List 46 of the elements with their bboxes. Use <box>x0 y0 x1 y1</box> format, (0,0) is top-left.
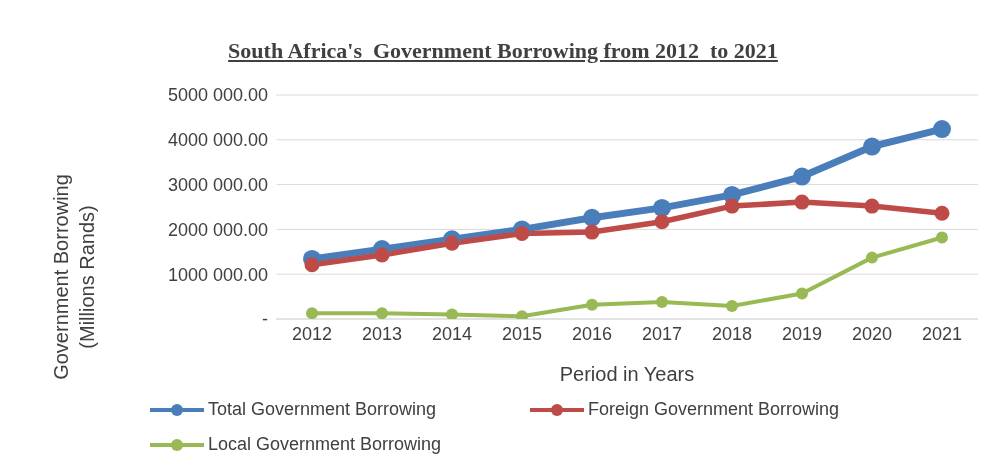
point <box>864 198 880 214</box>
x-tick-label: 2014 <box>431 323 473 344</box>
y-tick-label: 4000 000.00 <box>167 130 268 151</box>
y-tick-label: 2000 000.00 <box>167 219 268 240</box>
point <box>584 224 600 240</box>
x-tick-label: 2016 <box>571 323 613 344</box>
point <box>444 235 460 251</box>
legend-label: Total Government Borrowing <box>208 399 437 420</box>
point <box>934 205 950 221</box>
point <box>724 198 740 214</box>
point <box>376 307 388 319</box>
legend-label: Local Government Borrowing <box>208 434 442 455</box>
legend-label: Foreign Government Borrowing <box>588 399 840 420</box>
point <box>653 198 671 217</box>
y-tick-label: 1000 000.00 <box>167 264 268 285</box>
point <box>796 287 808 300</box>
x-tick-label: 2013 <box>361 323 403 344</box>
y-axis-title: Government Borrowing (Millions Rands) <box>50 174 98 380</box>
x-tick-label: 2020 <box>851 323 893 344</box>
y-tick-label: 3000 000.00 <box>167 174 268 195</box>
chart-title: South Africa's Government Borrowing from 2012 to 2021 <box>227 38 779 64</box>
point <box>306 307 318 319</box>
point <box>863 137 881 156</box>
point <box>793 167 811 186</box>
point <box>933 120 951 139</box>
y-tick-label: - <box>262 309 268 330</box>
x-tick-label: 2019 <box>781 323 823 344</box>
point <box>583 208 601 227</box>
point <box>726 300 738 313</box>
x-tick-label: 2018 <box>711 323 753 344</box>
x-axis-title: Period in Years <box>559 363 695 385</box>
point <box>514 225 530 241</box>
x-tick-label: 2017 <box>641 323 683 344</box>
point <box>794 194 810 210</box>
point <box>304 257 320 273</box>
point <box>374 247 390 263</box>
point <box>654 214 670 230</box>
point <box>446 308 458 319</box>
point <box>936 231 948 244</box>
x-tick-label: 2021 <box>921 323 963 344</box>
y-tick-label: 5000 000.00 <box>167 85 268 106</box>
x-tick-label: 2012 <box>291 323 333 344</box>
point <box>866 251 878 264</box>
point <box>586 298 598 311</box>
x-tick-label: 2015 <box>501 323 543 344</box>
point <box>656 295 668 308</box>
